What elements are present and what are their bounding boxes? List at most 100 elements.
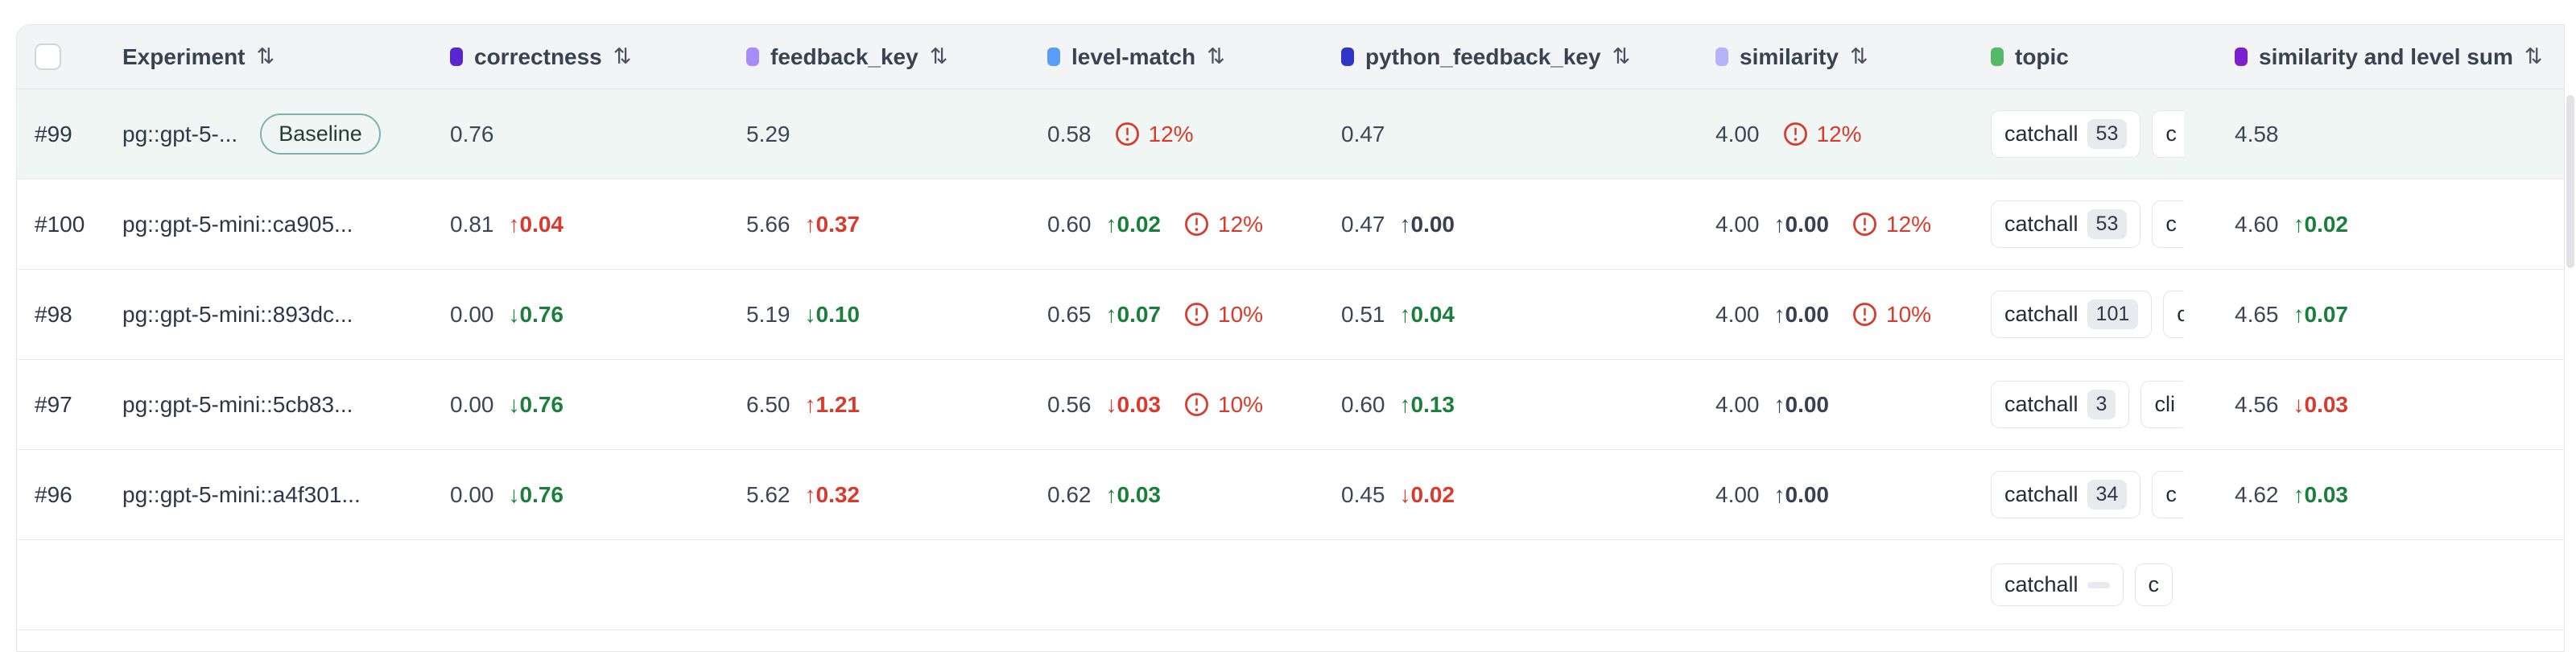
experiment-name: pg::gpt-5-mini::893dc... bbox=[122, 301, 353, 327]
sort-icon[interactable]: ⇅ bbox=[1207, 44, 1225, 69]
topic-chip-count: 101 bbox=[2087, 299, 2139, 329]
column-header-python-feedback-key[interactable]: python_feedback_key ⇅ bbox=[1341, 44, 1715, 70]
topic-chip: c bbox=[2134, 563, 2174, 606]
topic-chip-list: catchall 101 c bbox=[1991, 291, 2184, 338]
warning-percent: 12% bbox=[1218, 211, 1264, 237]
table-row[interactable]: #98 pg::gpt-5-mini::893dc... 0.00 ↓0.76 … bbox=[17, 270, 2564, 360]
column-header-similarity-and-level-sum[interactable]: similarity and level sum ⇅ bbox=[2235, 44, 2564, 70]
table-row[interactable]: #96 pg::gpt-5-mini::a4f301... 0.00 ↓0.76… bbox=[17, 450, 2564, 540]
select-all-checkbox[interactable] bbox=[35, 43, 61, 70]
metric-color-dot bbox=[1047, 47, 1060, 66]
metric-delta: ↑0.04 bbox=[508, 211, 564, 237]
column-header-experiment[interactable]: Experiment ⇅ bbox=[122, 44, 450, 70]
select-all-cell bbox=[17, 43, 122, 70]
metric-delta: ↓0.76 bbox=[508, 391, 564, 417]
metric-value: 0.76 bbox=[450, 121, 494, 146]
similarity-cell: 4.00 ↑0.00 bbox=[1715, 392, 1991, 418]
table-row-partial[interactable]: catchall c bbox=[17, 540, 2564, 630]
topic-cell: catchall 34 c bbox=[1991, 471, 2235, 518]
topic-chip-count: 53 bbox=[2087, 119, 2128, 149]
warning-percent: 10% bbox=[1886, 301, 1932, 327]
scrollbar-thumb[interactable] bbox=[2566, 95, 2574, 268]
metric-delta: ↑0.32 bbox=[804, 481, 861, 507]
sort-icon[interactable]: ⇅ bbox=[256, 44, 275, 69]
sort-icon[interactable]: ⇅ bbox=[1612, 44, 1631, 69]
column-header-similarity[interactable]: similarity ⇅ bbox=[1715, 44, 1991, 70]
topic-chip: catchall 101 bbox=[1991, 291, 2153, 338]
metric-color-dot bbox=[1715, 47, 1728, 66]
regression-warning: 10% bbox=[1183, 391, 1263, 418]
feedback-key-cell: 5.19 ↓0.10 bbox=[746, 302, 1047, 328]
sort-icon[interactable]: ⇅ bbox=[1849, 44, 1868, 69]
topic-chip-list: catchall 3 cli bbox=[1991, 381, 2184, 428]
column-header-feedback-key[interactable]: feedback_key ⇅ bbox=[746, 44, 1047, 70]
column-header-level-match[interactable]: level-match ⇅ bbox=[1047, 44, 1341, 70]
column-header-topic[interactable]: topic bbox=[1991, 44, 2235, 70]
similarity-cell: 4.00 ↑0.00 bbox=[1715, 482, 1991, 508]
topic-cell: catchall 53 c bbox=[1991, 110, 2235, 158]
metric-value: 0.56 bbox=[1047, 391, 1092, 417]
metric-delta: ↑0.37 bbox=[804, 211, 861, 237]
metric-value: 0.47 bbox=[1341, 121, 1385, 146]
topic-chip: catchall 53 bbox=[1991, 200, 2141, 248]
correctness-cell: 0.81 ↑0.04 bbox=[450, 212, 746, 237]
topic-chip: c bbox=[2152, 200, 2184, 248]
experiment-number: #98 bbox=[35, 301, 72, 327]
metric-value: 5.29 bbox=[746, 121, 791, 146]
metric-color-dot bbox=[450, 47, 463, 66]
metric-value: 4.00 bbox=[1715, 301, 1760, 327]
column-header-correctness[interactable]: correctness ⇅ bbox=[450, 44, 746, 70]
metric-value: 4.56 bbox=[2235, 391, 2279, 417]
warning-percent: 12% bbox=[1816, 121, 1862, 146]
python-feedback-key-cell: 0.60 ↑0.13 bbox=[1341, 392, 1715, 418]
metric-value: 4.58 bbox=[2235, 121, 2279, 146]
column-label: similarity bbox=[1740, 43, 1839, 69]
metric-delta: ↑0.00 bbox=[1773, 481, 1830, 507]
correctness-cell: 0.00 ↓0.76 bbox=[450, 392, 746, 418]
regression-warning: 10% bbox=[1852, 301, 1931, 328]
warning-percent: 10% bbox=[1218, 391, 1264, 417]
topic-chip-list: catchall 53 c bbox=[1991, 200, 2184, 248]
topic-chip-list: catchall 34 c bbox=[1991, 471, 2184, 518]
column-label: correctness bbox=[474, 43, 602, 69]
sort-icon[interactable]: ⇅ bbox=[613, 44, 632, 69]
table-row[interactable]: #97 pg::gpt-5-mini::5cb83... 0.00 ↓0.76 … bbox=[17, 360, 2564, 450]
metric-value: 0.60 bbox=[1047, 211, 1092, 237]
feedback-key-cell: 5.62 ↑0.32 bbox=[746, 482, 1047, 508]
metric-delta: ↑0.07 bbox=[2293, 301, 2349, 327]
correctness-cell: 0.00 ↓0.76 bbox=[450, 302, 746, 328]
column-label: Experiment bbox=[122, 43, 246, 69]
column-label: topic bbox=[2015, 43, 2069, 69]
feedback-key-cell: 5.29 bbox=[746, 122, 1047, 147]
topic-cell: catchall 3 cli bbox=[1991, 381, 2235, 428]
table-header: Experiment ⇅ correctness ⇅ feedback_key … bbox=[17, 25, 2564, 89]
topic-chip-label: c bbox=[2165, 482, 2177, 506]
topic-chip-label: catchall bbox=[2004, 122, 2079, 146]
metric-delta: ↓0.76 bbox=[508, 301, 564, 327]
metric-value: 5.62 bbox=[746, 481, 791, 507]
topic-chip: catchall bbox=[1991, 563, 2124, 606]
warning-percent: 10% bbox=[1218, 301, 1264, 327]
metric-delta: ↑0.00 bbox=[1773, 301, 1830, 327]
regression-warning: 12% bbox=[1852, 211, 1931, 237]
metric-delta: ↓0.03 bbox=[1105, 391, 1162, 417]
regression-warning: 12% bbox=[1183, 211, 1263, 237]
topic-chip-label: c bbox=[2148, 572, 2160, 596]
warning-icon bbox=[1115, 122, 1139, 146]
python-feedback-key-cell: 0.45 ↓0.02 bbox=[1341, 482, 1715, 508]
metric-color-dot bbox=[746, 47, 759, 66]
column-label: similarity and level sum bbox=[2259, 43, 2513, 69]
topic-cell: catchall 101 c bbox=[1991, 291, 2235, 338]
topic-chip-count: 53 bbox=[2087, 209, 2128, 239]
topic-chip-count bbox=[2087, 581, 2110, 588]
vertical-scrollbar[interactable] bbox=[2565, 0, 2576, 575]
metric-value: 4.00 bbox=[1715, 481, 1760, 507]
metric-delta: ↑0.03 bbox=[1105, 481, 1162, 507]
table-row[interactable]: #99 pg::gpt-5-... Baseline 0.76 5.29 0.5… bbox=[17, 89, 2564, 180]
table-row[interactable]: #100 pg::gpt-5-mini::ca905... 0.81 ↑0.04… bbox=[17, 180, 2564, 270]
sort-icon[interactable]: ⇅ bbox=[2524, 44, 2543, 69]
warning-icon bbox=[1185, 393, 1208, 416]
metric-color-dot bbox=[1991, 47, 2004, 66]
sort-icon[interactable]: ⇅ bbox=[929, 44, 948, 69]
metric-delta: ↓0.03 bbox=[2293, 391, 2349, 417]
